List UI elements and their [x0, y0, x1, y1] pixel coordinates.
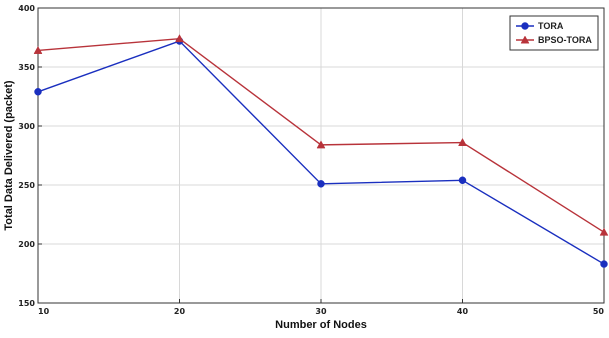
legend-box: [509, 15, 599, 51]
grid-lines: [38, 8, 604, 303]
legend: TORA BPSO-TORA: [509, 15, 599, 51]
series-2: [33, 34, 609, 236]
y-tick-label: 150: [18, 299, 35, 308]
y-tick-label: 300: [18, 122, 35, 131]
data-point: [33, 45, 43, 54]
legend-marker: [520, 35, 530, 44]
x-axis-label: Number of Nodes: [275, 319, 367, 331]
series-layer: [33, 34, 609, 268]
data-point: [316, 140, 326, 149]
y-axis-label: Total Data Delivered (packet): [3, 80, 15, 231]
data-point: [175, 34, 184, 43]
x-tick-label: 40: [457, 307, 469, 316]
data-point: [599, 227, 609, 236]
data-point: [600, 260, 608, 268]
legend-label: TORA: [538, 21, 564, 31]
x-tick-label: 10: [38, 307, 50, 316]
y-tick-label: 200: [18, 240, 35, 249]
legend-label: BPSO-TORA: [538, 35, 592, 45]
data-point: [34, 88, 42, 96]
x-tick-label: 20: [174, 307, 186, 316]
y-tick-label: 350: [18, 63, 35, 72]
y-tick-label: 250: [18, 181, 35, 190]
data-point: [458, 176, 467, 185]
x-tick-label: 50: [593, 307, 605, 316]
axis-ticks: 10 20 30 40 50 150 200 250 300 350 400: [18, 4, 605, 316]
legend-marker: [521, 22, 529, 30]
series-1: [34, 37, 608, 268]
data-point: [317, 180, 325, 188]
y-tick-label: 400: [18, 4, 35, 13]
legend-item: TORA: [516, 21, 564, 31]
x-tick-label: 30: [315, 307, 327, 316]
legend-item: BPSO-TORA: [516, 35, 592, 45]
legend-items: TORA BPSO-TORA: [516, 21, 592, 45]
data-point: [458, 138, 467, 146]
